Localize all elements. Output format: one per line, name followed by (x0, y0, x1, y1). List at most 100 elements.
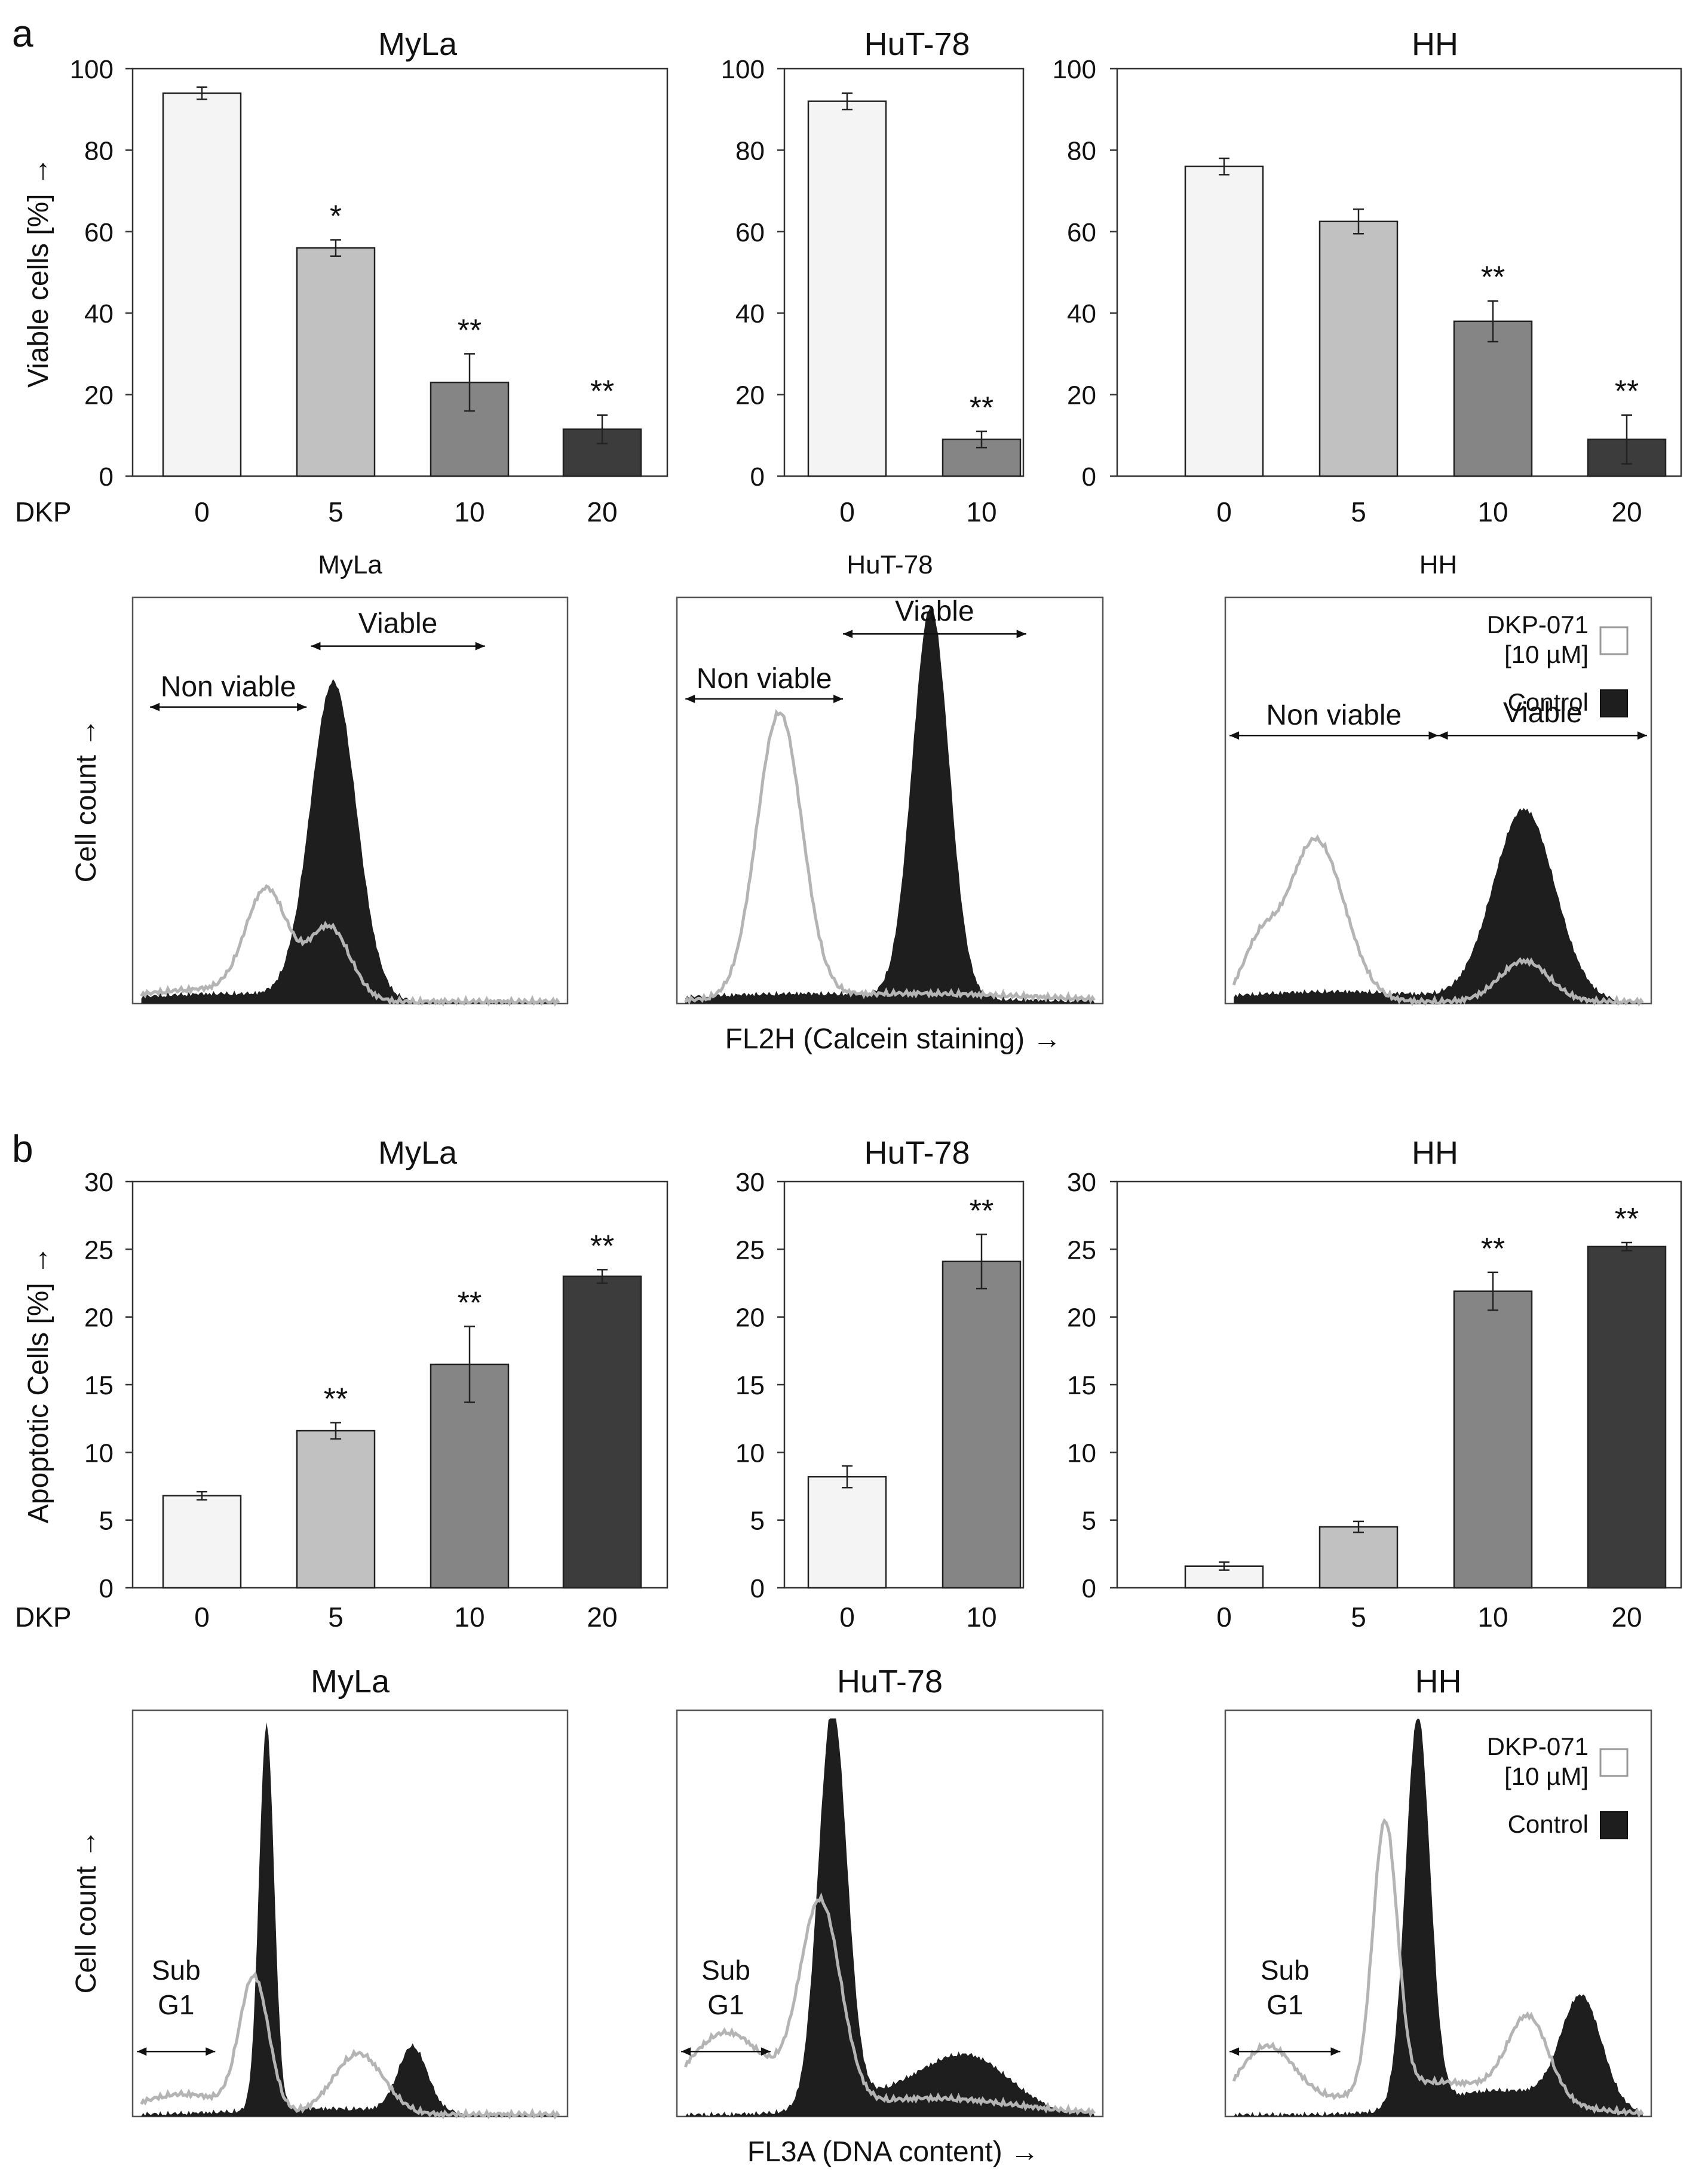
y-tick-label: 5 (99, 1507, 114, 1536)
x-tick-label: 20 (1611, 496, 1642, 527)
chart-title: MyLa (378, 26, 458, 62)
y-axis-label: Viable cells [%] → (23, 157, 54, 388)
y-tick-label: 0 (99, 462, 114, 492)
arrow-head (1016, 630, 1026, 639)
y-tick-label: 25 (1067, 1235, 1096, 1265)
region-label-sub: Sub (701, 1955, 750, 1986)
x-tick-label: 10 (966, 496, 996, 527)
treated-histogram (683, 1892, 1096, 2118)
bar (1587, 1246, 1667, 1589)
treated-histogram (140, 884, 560, 1007)
histogram-title: HuT-78 (847, 550, 933, 579)
histogram-frame (676, 1709, 1104, 2118)
y-tick-label: 15 (1067, 1371, 1096, 1400)
x-tick-label: 5 (328, 496, 344, 527)
arrow-head (685, 695, 695, 703)
bar (162, 92, 242, 477)
x-tick-label: 5 (1351, 496, 1366, 527)
significance-label: ** (590, 1229, 614, 1263)
histogram-frame (131, 1709, 569, 2118)
arrow-head (843, 630, 853, 639)
significance-label: ** (1615, 1202, 1639, 1237)
bar (807, 1475, 887, 1589)
x-tick-label: 10 (1477, 496, 1508, 527)
y-tick-label: 40 (84, 299, 114, 329)
x-tick-label: 0 (1216, 496, 1232, 527)
bar-chart: HH 0 20 40 60 80 100 0 5 ** 10 ** 20 (1053, 26, 1682, 527)
arrow-head (681, 2047, 691, 2056)
arrow-head (833, 695, 844, 703)
y-tick-label: 0 (1082, 462, 1096, 492)
bar (1184, 165, 1264, 477)
significance-label: ** (458, 1286, 482, 1321)
arrow-head (1229, 731, 1240, 740)
y-tick-label: 30 (84, 1168, 114, 1197)
legend-treated-swatch (1599, 1748, 1629, 1777)
y-tick-label: 5 (750, 1507, 765, 1536)
x-tick-label: 10 (454, 496, 485, 527)
y-tick-label: 60 (735, 218, 765, 247)
significance-label: ** (1615, 375, 1639, 409)
bar (1318, 1526, 1399, 1589)
panel-letter: a (12, 12, 33, 55)
arrow-head (1428, 731, 1439, 740)
legend-control-label: Control (1508, 688, 1589, 716)
bar (1453, 1290, 1533, 1589)
significance-label: ** (1481, 1232, 1505, 1266)
plot-frame (131, 68, 669, 477)
y-tick-label: 10 (735, 1438, 765, 1468)
y-tick-label: 20 (735, 1303, 765, 1333)
region-label-g1: G1 (1267, 1989, 1303, 2020)
bar (296, 1429, 376, 1589)
y-tick-label: 60 (1067, 218, 1096, 247)
y-tick-label: 20 (84, 1303, 114, 1333)
arrow-head (761, 2047, 771, 2056)
treated-histogram (1232, 834, 1644, 1007)
x-tick-label: 0 (1216, 1602, 1232, 1633)
x-tick-label: 5 (328, 1602, 344, 1633)
legend-treated-label: DKP-071 (1487, 611, 1589, 639)
bar (807, 100, 887, 477)
significance-label: * (330, 199, 342, 234)
region-label-non-viable: Non viable (697, 663, 832, 695)
y-axis-label: Apoptotic Cells [%] → (23, 1246, 54, 1523)
region-label-g1: G1 (707, 1989, 744, 2020)
y-tick-label: 20 (1067, 1303, 1096, 1333)
histogram-title: HH (1415, 1664, 1462, 1700)
y-tick-label: 100 (1053, 55, 1096, 84)
arrow-head (206, 2047, 216, 2056)
y-tick-label: 0 (750, 462, 765, 492)
y-tick-label: 25 (84, 1235, 114, 1265)
y-tick-label: 100 (721, 55, 765, 84)
histogram-title: HuT-78 (837, 1664, 943, 1700)
legend-treated-swatch (1599, 626, 1629, 655)
control-histogram (1234, 1718, 1643, 2116)
x-tick-label: 10 (454, 1602, 485, 1633)
x-tick-label: 5 (1351, 1602, 1366, 1633)
y-tick-label: 20 (84, 381, 114, 410)
significance-label: ** (970, 391, 993, 425)
panel-letter: b (12, 1127, 33, 1170)
significance-label: ** (458, 313, 482, 348)
region-label-viable: Viable (895, 596, 974, 627)
x-tick-label: 20 (587, 496, 617, 527)
y-tick-label: 20 (735, 381, 765, 410)
y-tick-label: 30 (1067, 1168, 1096, 1197)
y-tick-label: 80 (735, 136, 765, 165)
bar (162, 1495, 242, 1589)
arrow-head (311, 642, 321, 651)
legend-treated-dose: [10 µM] (1504, 640, 1589, 668)
treated-histogram (1232, 1818, 1644, 2118)
y-tick-label: 5 (1082, 1507, 1096, 1536)
y-tick-label: 20 (1067, 381, 1096, 410)
x-axis-label-dkp: DKP (15, 496, 72, 527)
y-tick-label: 25 (735, 1235, 765, 1265)
y-tick-label: 40 (1067, 299, 1096, 329)
histogram-x-label: FL2H (Calcein staining) → (725, 1023, 1062, 1055)
histogram-frame (1224, 596, 1652, 1005)
histogram: HuT-78 Non viable Viable (676, 550, 1104, 1005)
